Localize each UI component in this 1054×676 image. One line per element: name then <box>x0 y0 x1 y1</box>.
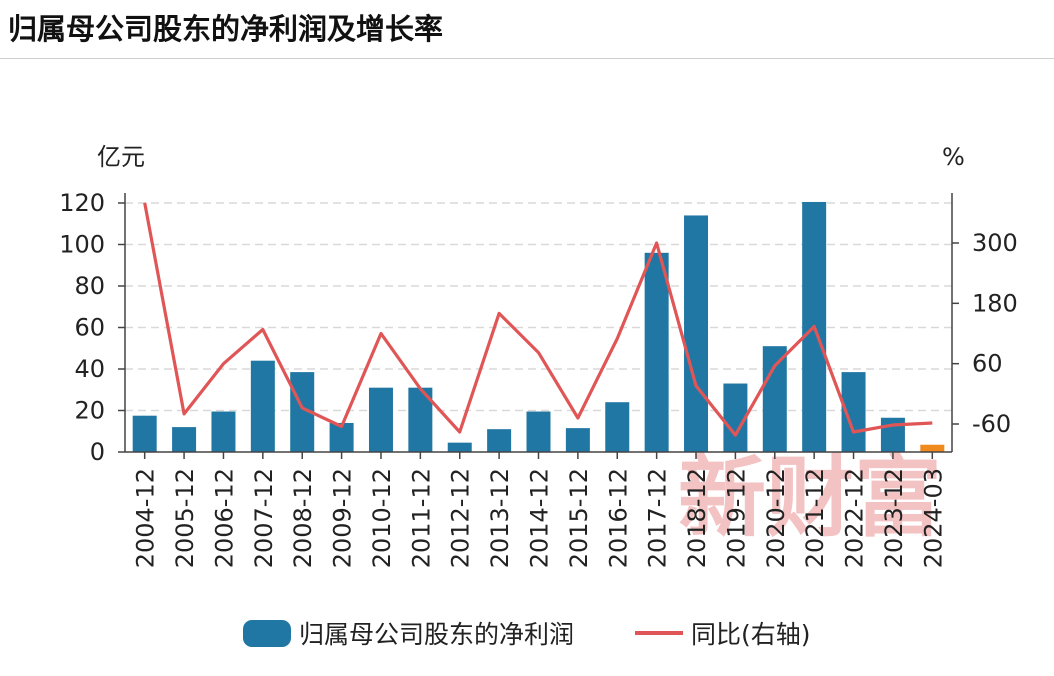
x-tick-label: 2024-03 <box>919 468 947 568</box>
bar <box>132 415 157 452</box>
chart-title: 归属母公司股东的净利润及增长率 <box>8 12 444 46</box>
bar <box>526 411 551 452</box>
x-tick-label: 2012-12 <box>447 468 475 568</box>
y-right-tick-label: 60 <box>972 350 1003 378</box>
bar <box>605 402 630 452</box>
yoy-line <box>143 202 933 437</box>
bar <box>565 428 590 452</box>
x-tick-label: 2019-12 <box>722 468 750 568</box>
legend-bar-swatch <box>243 619 291 647</box>
x-tick-label: 2007-12 <box>250 468 278 568</box>
y-right-unit-label: % <box>942 143 965 171</box>
bars-layer <box>132 201 945 452</box>
x-tick-label: 2020-12 <box>762 468 790 568</box>
x-tick-label: 2008-12 <box>289 468 317 568</box>
x-tick-label: 2014-12 <box>526 468 554 568</box>
bar <box>920 444 945 452</box>
y-left-tick-label: 80 <box>74 272 105 300</box>
bar <box>250 360 275 452</box>
x-tick-label: 2022-12 <box>841 468 869 568</box>
y-right-tick-label: 180 <box>972 289 1018 317</box>
bar <box>762 346 787 452</box>
bar <box>880 417 905 452</box>
x-tick-label: 2017-12 <box>644 468 672 568</box>
legend: 归属母公司股东的净利润 同比(右轴) <box>0 615 1054 651</box>
x-tick-label: 2004-12 <box>132 468 160 568</box>
x-tick-label: 2018-12 <box>683 468 711 568</box>
y-right-tick-label: 300 <box>972 229 1018 257</box>
y-left-tick-label: 60 <box>74 314 105 342</box>
y-right-tick-label: -60 <box>972 410 1011 438</box>
legend-label-net-profit: 归属母公司股东的净利润 <box>299 620 575 649</box>
y-left-tick-label: 0 <box>90 438 105 466</box>
x-tick-label: 2011-12 <box>407 468 435 568</box>
bar <box>447 442 472 452</box>
line-layer <box>143 202 933 437</box>
bar <box>368 387 393 452</box>
title-divider <box>0 58 1054 59</box>
x-tick-label: 2023-12 <box>880 468 908 568</box>
x-tick-label: 2005-12 <box>171 468 199 568</box>
watermark-layer: 新财富 <box>678 445 942 549</box>
y-left-tick-label: 120 <box>59 189 105 217</box>
y-left-tick-label: 100 <box>59 231 105 259</box>
bar <box>684 215 709 452</box>
y-left-tick-label: 20 <box>74 397 105 425</box>
grid-layer <box>125 202 952 412</box>
axes-layer: 0 20 40 60 80 100 120 亿元 -60 60 180 300% 2004-12 2005… <box>59 143 1018 568</box>
x-tick-label: 2016-12 <box>604 468 632 568</box>
y-left-tick-label: 40 <box>74 355 105 383</box>
bar <box>211 411 236 452</box>
x-tick-label: 2009-12 <box>329 468 357 568</box>
x-tick-label: 2006-12 <box>210 468 238 568</box>
legend-label-yoy: 同比(右轴) <box>691 620 811 649</box>
legend-item-yoy[interactable]: 同比(右轴) <box>635 615 811 651</box>
watermark-text: 新财富 <box>678 445 942 549</box>
x-tick-label: 2021-12 <box>801 468 829 568</box>
bar <box>644 252 669 452</box>
legend-item-net-profit[interactable]: 归属母公司股东的净利润 <box>243 615 574 651</box>
x-tick-label: 2015-12 <box>565 468 593 568</box>
y-left-unit-label: 亿元 <box>97 143 145 171</box>
legend-line-swatch <box>635 631 683 635</box>
x-tick-label: 2010-12 <box>368 468 396 568</box>
x-tick-label: 2013-12 <box>486 468 514 568</box>
bar <box>487 429 512 452</box>
bar <box>172 427 197 452</box>
